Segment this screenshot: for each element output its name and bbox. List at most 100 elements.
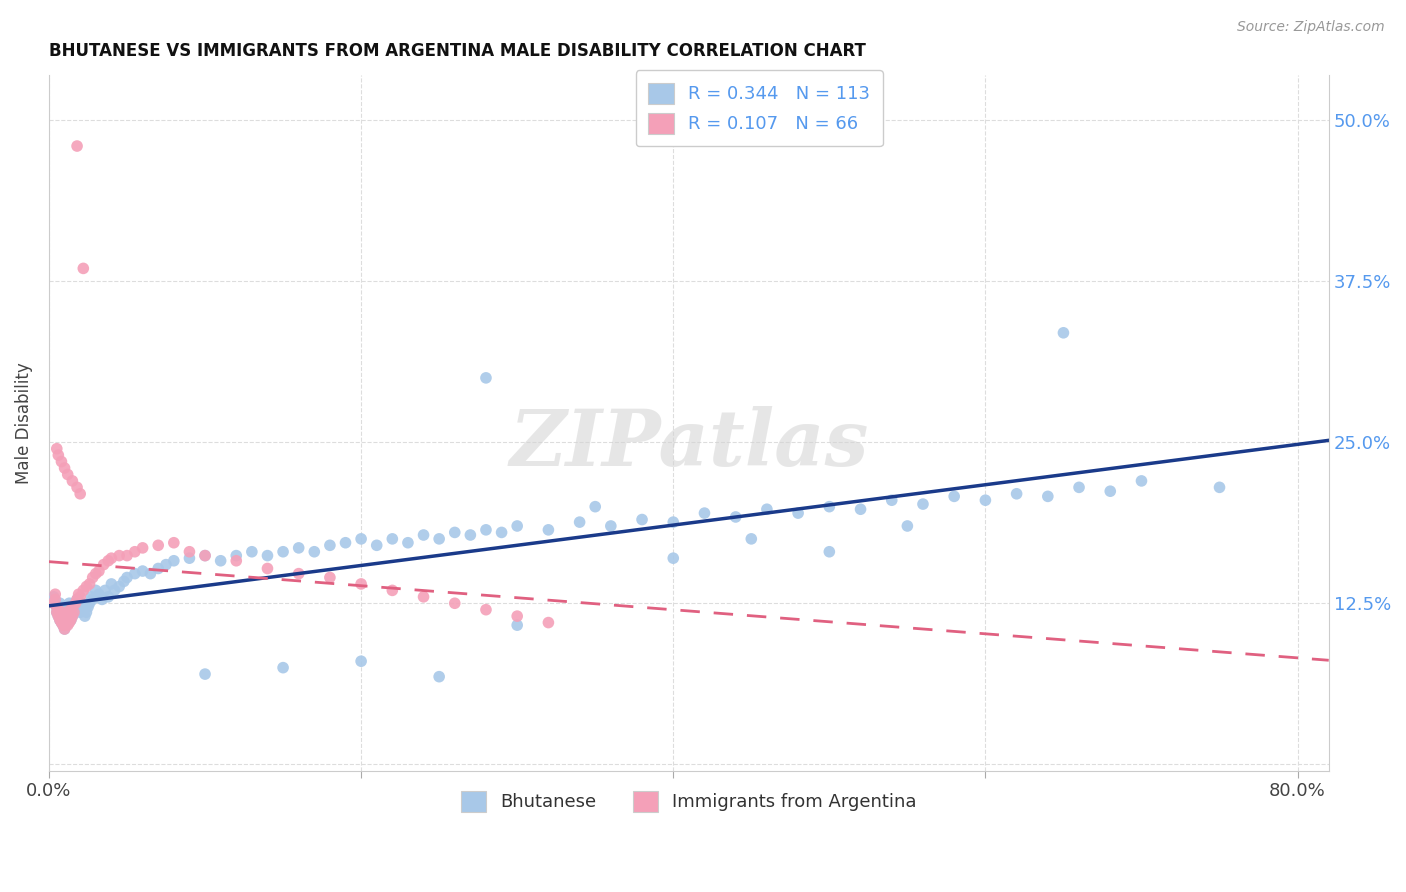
- Point: [108, 580, 131, 594]
- Point: [225, 549, 247, 563]
- Point: [45, 600, 67, 615]
- Point: [194, 549, 217, 563]
- Point: [94, 583, 117, 598]
- Point: [506, 519, 529, 533]
- Point: [1099, 484, 1122, 499]
- Point: [59, 603, 82, 617]
- Point: [59, 613, 82, 627]
- Point: [49, 605, 72, 619]
- Point: [506, 618, 529, 632]
- Point: [271, 545, 294, 559]
- Point: [1067, 480, 1090, 494]
- Point: [506, 609, 529, 624]
- Point: [52, 618, 75, 632]
- Point: [52, 613, 75, 627]
- Point: [55, 613, 77, 627]
- Point: [63, 605, 86, 619]
- Point: [319, 538, 342, 552]
- Point: [45, 605, 67, 619]
- Point: [56, 609, 79, 624]
- Point: [44, 587, 66, 601]
- Point: [82, 592, 104, 607]
- Point: [70, 596, 93, 610]
- Point: [73, 609, 96, 624]
- Point: [350, 577, 373, 591]
- Point: [51, 454, 73, 468]
- Point: [818, 500, 841, 514]
- Point: [131, 541, 153, 555]
- Point: [148, 561, 170, 575]
- Point: [724, 510, 747, 524]
- Point: [45, 600, 67, 615]
- Point: [67, 587, 90, 601]
- Point: [49, 613, 72, 627]
- Point: [51, 615, 73, 630]
- Point: [124, 545, 146, 559]
- Point: [381, 583, 404, 598]
- Point: [67, 600, 90, 615]
- Point: [44, 596, 66, 610]
- Point: [51, 609, 73, 624]
- Point: [46, 603, 69, 617]
- Point: [115, 549, 138, 563]
- Point: [163, 554, 186, 568]
- Point: [148, 538, 170, 552]
- Point: [112, 574, 135, 589]
- Point: [583, 500, 606, 514]
- Point: [93, 558, 115, 572]
- Point: [56, 467, 79, 482]
- Point: [1052, 326, 1074, 340]
- Point: [58, 596, 80, 610]
- Point: [79, 596, 101, 610]
- Point: [87, 587, 110, 601]
- Point: [256, 561, 278, 575]
- Point: [287, 566, 309, 581]
- Point: [66, 480, 89, 494]
- Point: [396, 535, 419, 549]
- Point: [60, 474, 83, 488]
- Point: [787, 506, 810, 520]
- Point: [350, 654, 373, 668]
- Point: [46, 448, 69, 462]
- Point: [209, 554, 232, 568]
- Point: [1130, 474, 1153, 488]
- Point: [53, 622, 76, 636]
- Point: [1005, 487, 1028, 501]
- Point: [943, 489, 966, 503]
- Point: [84, 583, 107, 598]
- Point: [44, 592, 66, 607]
- Point: [49, 596, 72, 610]
- Point: [69, 605, 91, 619]
- Point: [55, 603, 77, 617]
- Point: [53, 622, 76, 636]
- Point: [80, 590, 103, 604]
- Point: [46, 603, 69, 617]
- Point: [60, 600, 83, 615]
- Point: [87, 564, 110, 578]
- Point: [599, 519, 621, 533]
- Point: [66, 592, 89, 607]
- Point: [163, 535, 186, 549]
- Point: [335, 535, 357, 549]
- Point: [72, 261, 94, 276]
- Point: [911, 497, 934, 511]
- Point: [51, 615, 73, 630]
- Point: [974, 493, 997, 508]
- Point: [108, 549, 131, 563]
- Point: [72, 603, 94, 617]
- Point: [49, 613, 72, 627]
- Point: [45, 605, 67, 619]
- Point: [69, 590, 91, 604]
- Legend: Bhutanese, Immigrants from Argentina: Bhutanese, Immigrants from Argentina: [449, 778, 929, 824]
- Point: [1208, 480, 1230, 494]
- Point: [60, 609, 83, 624]
- Point: [849, 502, 872, 516]
- Text: BHUTANESE VS IMMIGRANTS FROM ARGENTINA MALE DISABILITY CORRELATION CHART: BHUTANESE VS IMMIGRANTS FROM ARGENTINA M…: [49, 42, 866, 60]
- Point: [52, 618, 75, 632]
- Point: [131, 564, 153, 578]
- Point: [427, 670, 450, 684]
- Point: [60, 600, 83, 615]
- Point: [427, 532, 450, 546]
- Point: [319, 570, 342, 584]
- Point: [115, 570, 138, 584]
